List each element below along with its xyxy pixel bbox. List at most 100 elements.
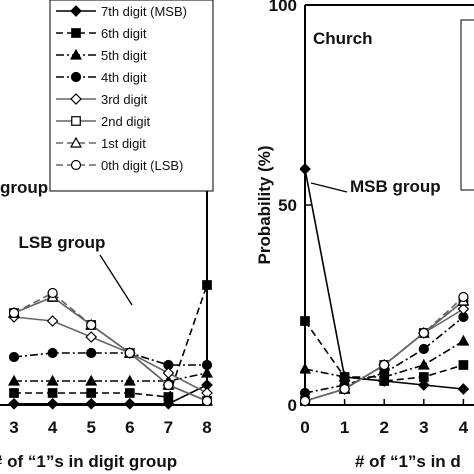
legend-marker bbox=[70, 71, 82, 83]
data-point bbox=[202, 280, 212, 290]
data-point bbox=[46, 397, 59, 410]
data-point bbox=[163, 392, 174, 402]
legend-entry: 4th digit bbox=[56, 70, 147, 85]
data-point bbox=[162, 367, 175, 379]
legend-entry: 0th digit (LSB) bbox=[56, 158, 183, 173]
annotation-arrow bbox=[99, 254, 133, 306]
x-tick-label: 1 bbox=[340, 418, 349, 437]
series-line bbox=[14, 372, 208, 382]
data-point bbox=[123, 397, 136, 410]
data-point bbox=[124, 388, 135, 398]
x-axis-label: # of “1”s in digit group bbox=[0, 452, 177, 471]
series-0th-digit-lsb- bbox=[8, 287, 213, 407]
chart-title: Church bbox=[313, 29, 373, 48]
legend-marker bbox=[70, 159, 82, 171]
series-4th-digit bbox=[8, 347, 213, 371]
data-point bbox=[418, 327, 429, 339]
data-point bbox=[47, 347, 58, 359]
series-4th-digit bbox=[300, 311, 469, 399]
data-point bbox=[46, 315, 59, 327]
legend-marker bbox=[71, 116, 81, 126]
data-point bbox=[163, 379, 174, 391]
data-point bbox=[200, 366, 214, 378]
left-chart-panel: 3 4 5 6 7 8 LSB group group # of “1”s in digit g… bbox=[0, 0, 214, 471]
annotation-group-fragment: group bbox=[0, 178, 48, 197]
series-6th-digit bbox=[9, 280, 212, 402]
legend-entry: 2nd digit bbox=[56, 114, 151, 129]
data-point bbox=[47, 287, 58, 299]
data-point bbox=[86, 388, 97, 398]
data-point bbox=[417, 379, 430, 391]
right-chart-panel: 0 50 100 0 1 2 3 4 Probability (%) Church MSB grou… bbox=[255, 0, 474, 471]
plot-area bbox=[300, 163, 470, 407]
legend-entry: 7th digit (MSB) bbox=[56, 4, 187, 19]
data-point bbox=[418, 372, 429, 382]
data-point bbox=[339, 383, 350, 395]
series-line bbox=[304, 320, 464, 382]
legend-entry: 1st digit bbox=[56, 136, 146, 151]
data-point bbox=[124, 347, 135, 359]
legend-marker bbox=[70, 93, 82, 105]
data-point bbox=[379, 359, 390, 371]
series-1st-digit bbox=[7, 290, 214, 406]
legend-marker bbox=[69, 136, 83, 148]
x-tick-label: 8 bbox=[202, 418, 211, 437]
legend-marker bbox=[69, 48, 83, 60]
data-point bbox=[458, 360, 469, 370]
x-tick-label: 0 bbox=[300, 418, 309, 437]
annotation-msb-group: MSB group bbox=[350, 177, 441, 196]
series-3rd-digit bbox=[8, 311, 213, 399]
legend-label: 2nd digit bbox=[101, 114, 151, 129]
data-point bbox=[85, 374, 98, 386]
data-point bbox=[85, 397, 98, 410]
legend-label: 4th digit bbox=[101, 70, 147, 85]
series-0th-digit-lsb- bbox=[300, 291, 469, 407]
series-2nd-digit bbox=[9, 292, 212, 406]
data-point bbox=[8, 307, 20, 319]
legend-label: 0th digit (LSB) bbox=[101, 158, 183, 173]
y-tick-label: 0 bbox=[288, 396, 297, 415]
data-point bbox=[8, 351, 20, 363]
data-point bbox=[458, 291, 469, 303]
x-axis-label: # of “1”s in d bbox=[355, 452, 461, 471]
x-tick-label: 6 bbox=[125, 418, 134, 437]
y-tick-label: 100 bbox=[269, 0, 297, 15]
legend-entry: 5th digit bbox=[56, 48, 147, 63]
series-line bbox=[13, 316, 208, 394]
legend-marker bbox=[71, 28, 81, 38]
series-line bbox=[14, 384, 208, 405]
data-point bbox=[46, 374, 59, 386]
series-line bbox=[13, 352, 207, 366]
series-line bbox=[13, 292, 208, 402]
series-5th-digit bbox=[7, 366, 214, 386]
x-tick-label: 3 bbox=[419, 418, 428, 437]
data-point bbox=[86, 319, 97, 331]
data-point bbox=[418, 343, 429, 355]
x-tick-label: 7 bbox=[164, 418, 173, 437]
data-point bbox=[457, 383, 470, 395]
data-point bbox=[201, 359, 213, 371]
plot-area bbox=[7, 280, 214, 410]
data-point bbox=[457, 303, 470, 315]
annotation-arrow bbox=[310, 182, 348, 193]
data-point bbox=[201, 395, 213, 407]
legend-entry: 3rd digit bbox=[56, 92, 148, 107]
data-point bbox=[300, 395, 311, 407]
x-tick-label: 4 bbox=[459, 418, 469, 437]
x-tick-label: 2 bbox=[379, 418, 388, 437]
data-point bbox=[8, 397, 20, 410]
legend-marker bbox=[70, 5, 82, 17]
legend: 7th digit (MSB) 6th digit 5th digit 4th dig… bbox=[49, 0, 214, 192]
legend-label: 5th digit bbox=[101, 48, 147, 63]
series-line bbox=[304, 296, 464, 402]
data-point bbox=[300, 163, 311, 175]
data-point bbox=[300, 362, 312, 374]
series-line bbox=[13, 296, 208, 402]
data-point bbox=[9, 388, 19, 398]
data-point bbox=[86, 347, 97, 359]
series-line bbox=[13, 296, 208, 402]
series-3rd-digit bbox=[300, 303, 470, 407]
legend-label: 3rd digit bbox=[101, 92, 148, 107]
data-point bbox=[47, 388, 58, 398]
